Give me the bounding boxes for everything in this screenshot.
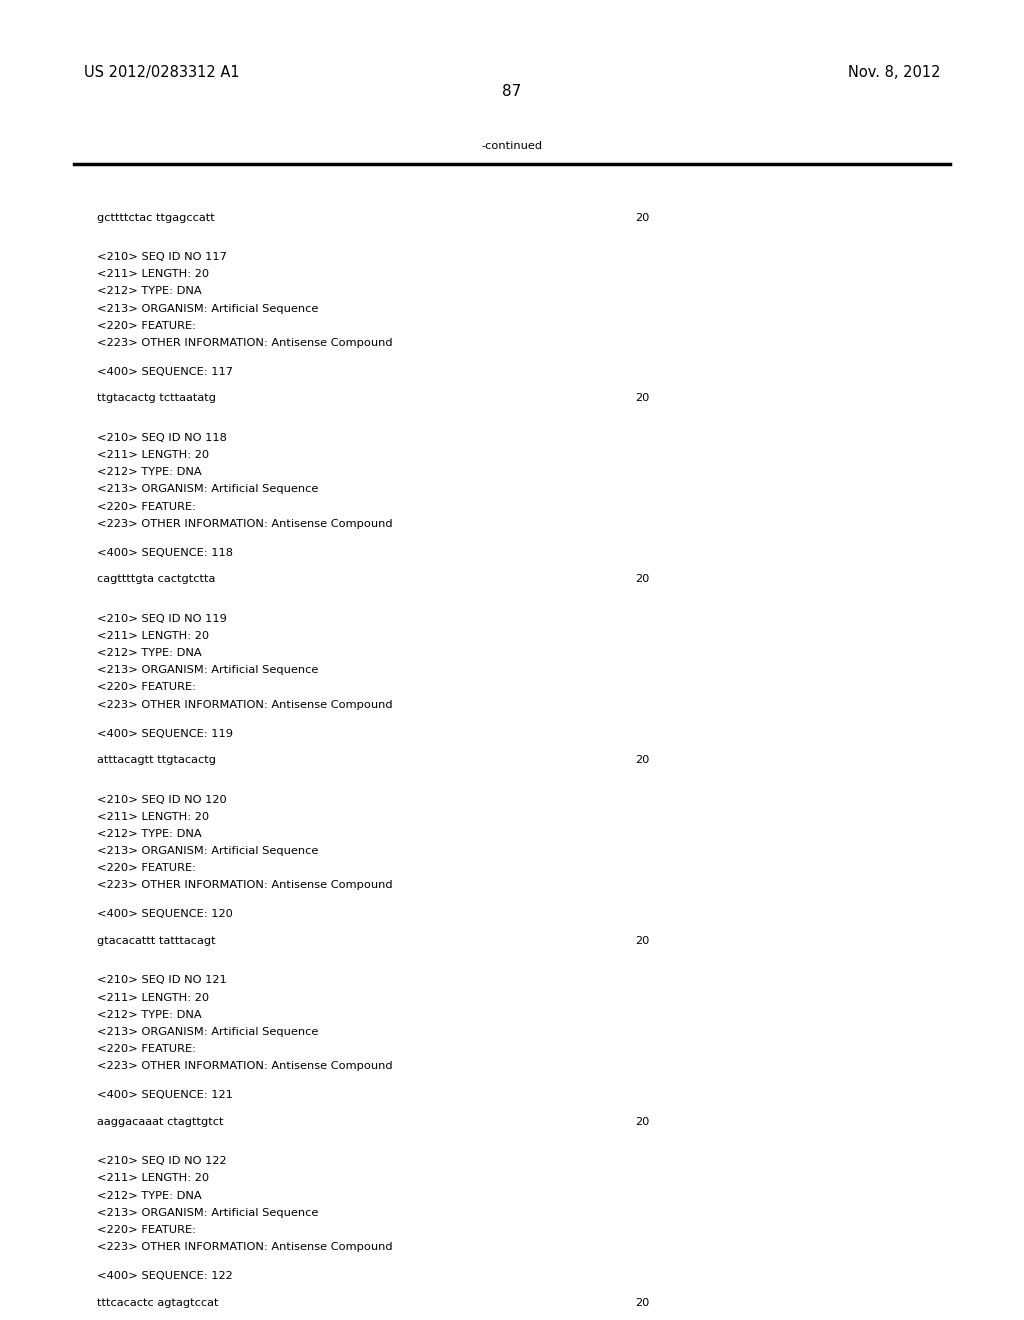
Text: <211> LENGTH: 20: <211> LENGTH: 20	[97, 631, 209, 642]
Text: gcttttctac ttgagccatt: gcttttctac ttgagccatt	[97, 214, 215, 223]
Text: <400> SEQUENCE: 119: <400> SEQUENCE: 119	[97, 729, 233, 739]
Text: 20: 20	[635, 1117, 649, 1127]
Text: <210> SEQ ID NO 122: <210> SEQ ID NO 122	[97, 1156, 227, 1167]
Text: 20: 20	[635, 936, 649, 946]
Text: <220> FEATURE:: <220> FEATURE:	[97, 321, 197, 331]
Text: <223> OTHER INFORMATION: Antisense Compound: <223> OTHER INFORMATION: Antisense Compo…	[97, 338, 393, 348]
Text: <213> ORGANISM: Artificial Sequence: <213> ORGANISM: Artificial Sequence	[97, 1208, 318, 1218]
Text: 20: 20	[635, 574, 649, 585]
Text: <210> SEQ ID NO 121: <210> SEQ ID NO 121	[97, 975, 227, 986]
Text: <211> LENGTH: 20: <211> LENGTH: 20	[97, 450, 209, 461]
Text: <212> TYPE: DNA: <212> TYPE: DNA	[97, 829, 202, 840]
Text: 87: 87	[503, 84, 521, 99]
Text: <400> SEQUENCE: 118: <400> SEQUENCE: 118	[97, 548, 233, 558]
Text: <400> SEQUENCE: 117: <400> SEQUENCE: 117	[97, 367, 233, 378]
Text: <213> ORGANISM: Artificial Sequence: <213> ORGANISM: Artificial Sequence	[97, 304, 318, 314]
Text: <220> FEATURE:: <220> FEATURE:	[97, 1225, 197, 1236]
Text: <212> TYPE: DNA: <212> TYPE: DNA	[97, 648, 202, 659]
Text: <212> TYPE: DNA: <212> TYPE: DNA	[97, 467, 202, 478]
Text: <220> FEATURE:: <220> FEATURE:	[97, 682, 197, 693]
Text: gtacacattt tatttacagt: gtacacattt tatttacagt	[97, 936, 216, 946]
Text: <400> SEQUENCE: 122: <400> SEQUENCE: 122	[97, 1271, 233, 1282]
Text: 20: 20	[635, 755, 649, 766]
Text: <223> OTHER INFORMATION: Antisense Compound: <223> OTHER INFORMATION: Antisense Compo…	[97, 519, 393, 529]
Text: cagttttgta cactgtctta: cagttttgta cactgtctta	[97, 574, 216, 585]
Text: <213> ORGANISM: Artificial Sequence: <213> ORGANISM: Artificial Sequence	[97, 484, 318, 495]
Text: 20: 20	[635, 1298, 649, 1308]
Text: <223> OTHER INFORMATION: Antisense Compound: <223> OTHER INFORMATION: Antisense Compo…	[97, 1061, 393, 1072]
Text: <210> SEQ ID NO 118: <210> SEQ ID NO 118	[97, 433, 227, 444]
Text: 20: 20	[635, 393, 649, 404]
Text: <400> SEQUENCE: 121: <400> SEQUENCE: 121	[97, 1090, 233, 1101]
Text: ttgtacactg tcttaatatg: ttgtacactg tcttaatatg	[97, 393, 216, 404]
Text: <223> OTHER INFORMATION: Antisense Compound: <223> OTHER INFORMATION: Antisense Compo…	[97, 1242, 393, 1253]
Text: <211> LENGTH: 20: <211> LENGTH: 20	[97, 993, 209, 1003]
Text: <220> FEATURE:: <220> FEATURE:	[97, 863, 197, 874]
Text: <223> OTHER INFORMATION: Antisense Compound: <223> OTHER INFORMATION: Antisense Compo…	[97, 880, 393, 891]
Text: <211> LENGTH: 20: <211> LENGTH: 20	[97, 269, 209, 280]
Text: <212> TYPE: DNA: <212> TYPE: DNA	[97, 1010, 202, 1020]
Text: Nov. 8, 2012: Nov. 8, 2012	[848, 65, 940, 79]
Text: <213> ORGANISM: Artificial Sequence: <213> ORGANISM: Artificial Sequence	[97, 665, 318, 676]
Text: US 2012/0283312 A1: US 2012/0283312 A1	[84, 65, 240, 79]
Text: <213> ORGANISM: Artificial Sequence: <213> ORGANISM: Artificial Sequence	[97, 1027, 318, 1038]
Text: <220> FEATURE:: <220> FEATURE:	[97, 502, 197, 512]
Text: <223> OTHER INFORMATION: Antisense Compound: <223> OTHER INFORMATION: Antisense Compo…	[97, 700, 393, 710]
Text: <212> TYPE: DNA: <212> TYPE: DNA	[97, 286, 202, 297]
Text: tttcacactc agtagtccat: tttcacactc agtagtccat	[97, 1298, 219, 1308]
Text: <220> FEATURE:: <220> FEATURE:	[97, 1044, 197, 1055]
Text: <400> SEQUENCE: 120: <400> SEQUENCE: 120	[97, 909, 233, 920]
Text: <210> SEQ ID NO 119: <210> SEQ ID NO 119	[97, 614, 227, 624]
Text: <210> SEQ ID NO 120: <210> SEQ ID NO 120	[97, 795, 227, 805]
Text: <210> SEQ ID NO 117: <210> SEQ ID NO 117	[97, 252, 227, 263]
Text: <213> ORGANISM: Artificial Sequence: <213> ORGANISM: Artificial Sequence	[97, 846, 318, 857]
Text: aaggacaaat ctagttgtct: aaggacaaat ctagttgtct	[97, 1117, 224, 1127]
Text: <211> LENGTH: 20: <211> LENGTH: 20	[97, 1173, 209, 1184]
Text: <212> TYPE: DNA: <212> TYPE: DNA	[97, 1191, 202, 1201]
Text: 20: 20	[635, 214, 649, 223]
Text: <211> LENGTH: 20: <211> LENGTH: 20	[97, 812, 209, 822]
Text: atttacagtt ttgtacactg: atttacagtt ttgtacactg	[97, 755, 216, 766]
Text: -continued: -continued	[481, 141, 543, 152]
